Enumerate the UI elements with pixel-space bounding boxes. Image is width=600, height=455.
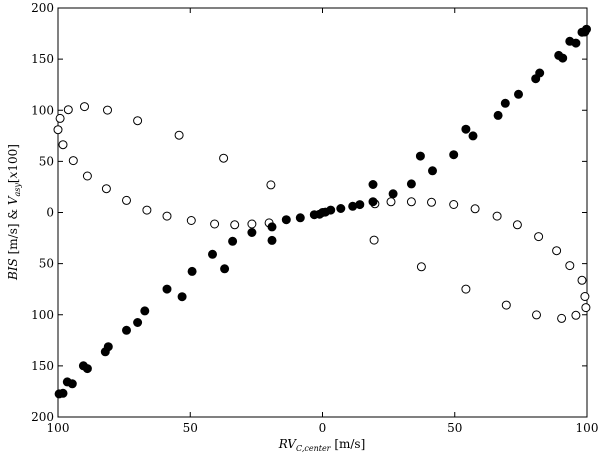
- open-data-point: [186, 216, 196, 225]
- filled-data-point: [267, 235, 277, 245]
- y-tick-label: 150: [31, 359, 54, 373]
- open-data-point: [266, 180, 276, 190]
- filled-data-point: [133, 318, 143, 327]
- filled-data-point: [415, 151, 425, 161]
- filled-data-point: [162, 284, 172, 294]
- open-data-point: [492, 211, 502, 221]
- filled-data-point: [82, 364, 92, 374]
- filled-data-point: [220, 264, 230, 274]
- open-data-point: [101, 184, 111, 194]
- open-data-point: [580, 292, 590, 301]
- filled-data-point: [177, 292, 187, 302]
- filled-data-point: [368, 197, 378, 207]
- filled-data-point: [295, 213, 305, 223]
- filled-data-point: [428, 166, 437, 176]
- open-data-point: [174, 130, 184, 140]
- filled-data-point: [267, 222, 277, 232]
- open-data-point: [427, 197, 436, 207]
- filled-data-point: [326, 205, 336, 215]
- open-data-point: [552, 246, 562, 256]
- series-filled-circles: [54, 24, 591, 399]
- x-tick-label: 50: [447, 421, 462, 435]
- open-data-point: [53, 125, 63, 135]
- series-open-circles: [53, 102, 591, 323]
- filled-data-point: [558, 53, 568, 63]
- x-tick-label: 50: [183, 421, 198, 435]
- filled-data-point: [468, 131, 478, 141]
- y-tick-label: 200: [31, 1, 54, 15]
- open-data-point: [247, 219, 257, 229]
- x-tick-label: 100: [47, 421, 70, 435]
- open-data-point: [557, 313, 567, 323]
- open-data-point: [581, 303, 591, 313]
- open-data-point: [142, 205, 152, 215]
- x-tick-label: 0: [319, 421, 327, 435]
- open-data-point: [534, 232, 544, 242]
- filled-data-point: [461, 124, 471, 134]
- y-tick-label: 150: [31, 52, 54, 66]
- y-tick-label: 100: [31, 103, 54, 117]
- y-axis-label: BIS [m/s] & Vasy[x100]: [6, 144, 22, 281]
- filled-data-point: [582, 24, 591, 34]
- open-data-point: [532, 310, 541, 320]
- open-data-point: [512, 220, 522, 230]
- open-data-point: [571, 310, 581, 320]
- filled-data-point: [449, 150, 459, 160]
- filled-data-point: [368, 180, 378, 189]
- y-tick-label: 100: [31, 308, 54, 322]
- open-data-point: [133, 116, 143, 126]
- open-data-point: [230, 220, 240, 230]
- filled-data-point: [281, 215, 291, 225]
- filled-data-point: [406, 179, 416, 189]
- axis-ticks: [57, 7, 588, 418]
- open-data-point: [501, 300, 511, 310]
- open-data-point: [162, 211, 172, 221]
- filled-data-point: [355, 200, 365, 210]
- filled-data-point: [535, 68, 545, 78]
- open-data-point: [565, 261, 575, 271]
- filled-data-point: [247, 228, 257, 237]
- filled-data-point: [228, 236, 238, 246]
- open-data-point: [63, 105, 73, 115]
- open-data-point: [219, 153, 229, 163]
- filled-data-point: [140, 306, 150, 316]
- open-data-point: [406, 197, 416, 207]
- filled-data-point: [103, 342, 113, 352]
- open-data-point: [68, 156, 78, 166]
- filled-data-point: [514, 89, 523, 99]
- open-data-point: [82, 171, 92, 181]
- filled-data-point: [122, 325, 131, 335]
- open-data-point: [461, 284, 471, 294]
- open-data-point: [122, 195, 131, 205]
- open-data-point: [449, 200, 459, 209]
- filled-data-point: [208, 249, 217, 259]
- open-data-point: [103, 105, 112, 115]
- open-data-point: [58, 140, 68, 150]
- open-data-point: [210, 219, 220, 229]
- filled-data-point: [500, 98, 510, 108]
- open-data-point: [470, 204, 480, 214]
- x-axis-label: RVC,center [m/s]: [278, 437, 366, 453]
- filled-data-point: [67, 379, 77, 389]
- filled-data-point: [388, 189, 398, 199]
- filled-data-point: [336, 204, 346, 213]
- filled-data-point: [571, 38, 581, 48]
- open-data-point: [55, 113, 65, 123]
- open-data-point: [577, 275, 587, 285]
- filled-data-point: [187, 266, 197, 276]
- filled-data-point: [493, 110, 503, 120]
- y-tick-label: 50: [39, 257, 54, 271]
- x-tick-label: 100: [576, 421, 599, 435]
- open-data-point: [416, 262, 426, 272]
- filled-data-point: [58, 388, 68, 398]
- y-tick-label: 200: [31, 410, 54, 424]
- y-tick-label: 50: [39, 154, 54, 168]
- open-data-point: [80, 102, 89, 112]
- open-data-point: [369, 235, 379, 245]
- open-data-point: [386, 197, 396, 207]
- y-tick-label: 0: [46, 206, 54, 220]
